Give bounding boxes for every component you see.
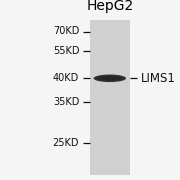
- Text: 40KD: 40KD: [53, 73, 79, 83]
- Ellipse shape: [96, 76, 124, 81]
- Text: LIMS1: LIMS1: [140, 72, 175, 85]
- Ellipse shape: [94, 75, 126, 82]
- Text: 70KD: 70KD: [53, 26, 79, 37]
- Text: 55KD: 55KD: [53, 46, 79, 56]
- Text: 35KD: 35KD: [53, 97, 79, 107]
- Text: HepG2: HepG2: [86, 0, 133, 13]
- Text: 25KD: 25KD: [53, 138, 79, 148]
- Bar: [90, 20, 130, 175]
- Ellipse shape: [99, 77, 120, 80]
